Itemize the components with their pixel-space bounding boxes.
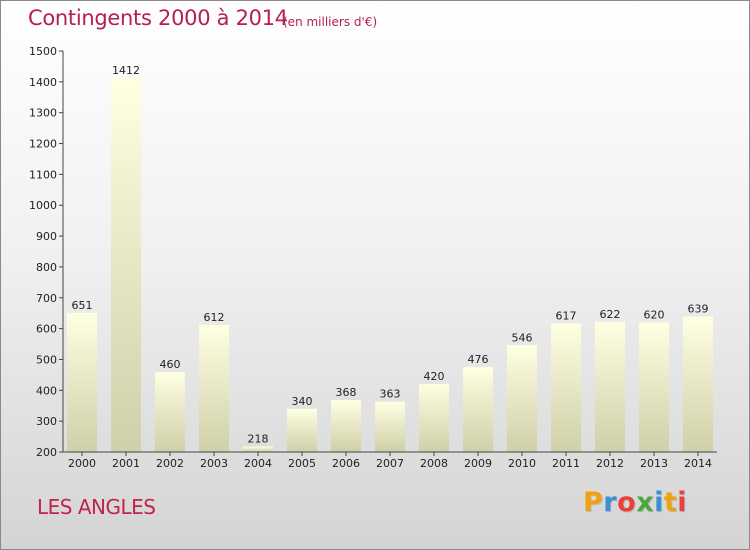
x-tick-label-2001: 2001: [112, 457, 140, 470]
x-tick-label-2006: 2006: [332, 457, 360, 470]
bar-2009: [463, 366, 493, 452]
value-label-2005: 340: [292, 395, 313, 408]
chart-title: Contingents 2000 à 2014: [28, 6, 288, 30]
logo-letter: i: [677, 487, 688, 518]
value-label-2004: 218: [248, 432, 269, 445]
y-tick-label: 700: [36, 292, 57, 305]
bar-2007: [375, 401, 405, 452]
x-tick-label-2007: 2007: [376, 457, 404, 470]
bar-2000: [67, 312, 97, 452]
y-tick-label: 300: [36, 415, 57, 428]
value-label-2012: 622: [600, 308, 621, 321]
bar-2006: [331, 400, 361, 452]
proxiti-logo[interactable]: Proxiti: [583, 487, 687, 518]
bar-2011: [551, 323, 581, 452]
value-label-2009: 476: [468, 353, 489, 366]
bar-2013: [639, 322, 669, 452]
logo-letter: t: [663, 487, 678, 518]
x-tick-label-2000: 2000: [68, 457, 96, 470]
y-tick-label: 1000: [29, 199, 57, 212]
y-tick-label: 800: [36, 261, 57, 274]
x-tick-label-2003: 2003: [200, 457, 228, 470]
bar-2012: [595, 321, 625, 452]
y-tick-label: 1100: [29, 168, 57, 181]
bar-2002: [155, 371, 185, 452]
chart-unit: (en milliers d'€): [283, 15, 378, 29]
bar-2014: [683, 316, 713, 452]
x-tick-label-2010: 2010: [508, 457, 536, 470]
y-tick-label: 400: [36, 384, 57, 397]
y-axis: 200 300 400 500 600 700 800 900 1000 1100 1200 1300…: [29, 45, 64, 459]
value-label-2010: 546: [512, 331, 533, 344]
bar-2001: [111, 78, 141, 452]
x-axis: 2000 2001 2002 2003 2004 2005 2006 2007 2008 2009…: [63, 451, 717, 470]
bars: 651 1412 460 612 218 340 368 363 420 476 546 617 622…: [67, 64, 713, 452]
value-label-2003: 612: [204, 311, 225, 324]
y-tick-label: 1300: [29, 107, 57, 120]
bar-2010: [507, 345, 537, 452]
y-tick-label: 1500: [29, 45, 57, 58]
y-tick-label: 500: [36, 353, 57, 366]
value-label-2002: 460: [160, 358, 181, 371]
x-tick-label-2004: 2004: [244, 457, 272, 470]
x-tick-label-2009: 2009: [464, 457, 492, 470]
x-tick-label-2014: 2014: [684, 457, 712, 470]
logo-letter: x: [636, 487, 655, 518]
bar-2008: [419, 384, 449, 452]
y-tick-label: 900: [36, 230, 57, 243]
y-tick-label: 200: [36, 446, 57, 459]
bar-2005: [287, 408, 317, 452]
place-name: LES ANGLES: [37, 495, 156, 519]
logo-letter: P: [583, 487, 604, 518]
logo-letter: r: [603, 487, 618, 518]
bar-2003: [199, 324, 229, 452]
x-tick-label-2005: 2005: [288, 457, 316, 470]
value-label-2014: 639: [688, 303, 709, 316]
logo-letter: o: [617, 487, 637, 518]
value-label-2008: 420: [424, 370, 445, 383]
x-tick-label-2013: 2013: [640, 457, 668, 470]
value-label-2006: 368: [336, 386, 357, 399]
value-label-2011: 617: [556, 309, 577, 322]
x-tick-label-2012: 2012: [596, 457, 624, 470]
y-tick-label: 1200: [29, 138, 57, 151]
y-tick-label: 1400: [29, 76, 57, 89]
value-label-2001: 1412: [112, 64, 140, 77]
x-tick-label-2008: 2008: [420, 457, 448, 470]
logo-letter: i: [654, 487, 664, 518]
value-label-2013: 620: [644, 308, 665, 321]
x-tick-label-2002: 2002: [156, 457, 184, 470]
bar-2004: [243, 446, 273, 452]
value-label-2000: 651: [72, 299, 93, 312]
x-tick-label-2011: 2011: [552, 457, 580, 470]
y-tick-label: 600: [36, 323, 57, 336]
value-label-2007: 363: [380, 388, 401, 401]
